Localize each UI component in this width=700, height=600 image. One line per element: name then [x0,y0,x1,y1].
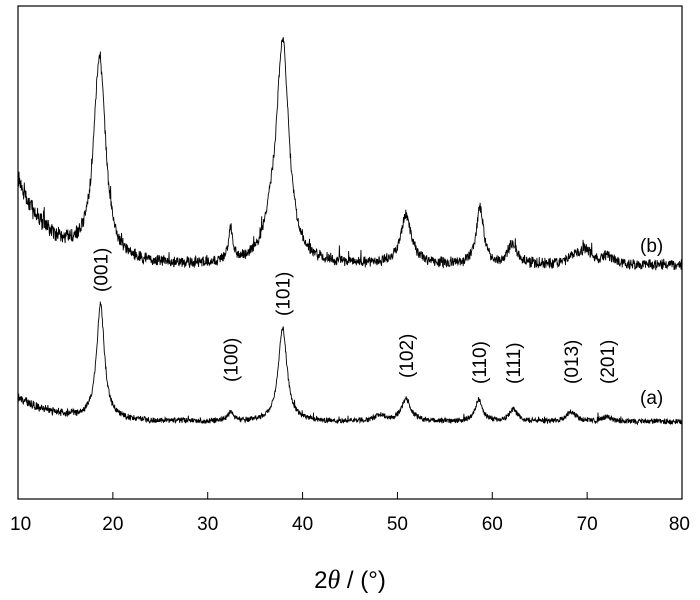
plot-frame [17,5,683,500]
peak-label: (100) [222,338,243,382]
series-line-b [17,37,683,271]
peak-label: (110) [470,341,491,384]
peak-label: (111) [504,342,525,384]
peak-label: (201) [598,340,619,384]
series-layer [17,37,683,426]
peak-label: (001) [92,248,113,292]
x-tick-label: 50 [387,514,408,535]
x-axis-title-prefix: 2 [314,567,327,594]
peak-label: (013) [562,340,583,384]
x-axis-title-suffix: / (°) [340,567,386,594]
series-label-b: (b) [640,236,663,257]
x-tick-label: 20 [102,514,123,535]
x-axis-ticks: 10 20 30 40 50 60 70 80 [10,492,690,535]
x-axis-title: 2θ / (°) [314,565,386,594]
peak-labels: (001) (100) (101) (102) (110) (111) (013) (201) [92,248,620,384]
x-axis-title-symbol: θ [327,565,340,594]
x-tick-label: 10 [10,514,31,535]
peak-label: (101) [274,272,295,316]
peak-label: (102) [397,334,418,378]
series-line-a [17,301,683,426]
x-tick-label: 70 [577,514,598,535]
x-tick-label: 40 [292,514,313,535]
x-tick-label: 60 [482,514,503,535]
series-label-a: (a) [640,388,663,409]
x-tick-label: 30 [197,514,218,535]
x-tick-label: 80 [669,514,690,535]
